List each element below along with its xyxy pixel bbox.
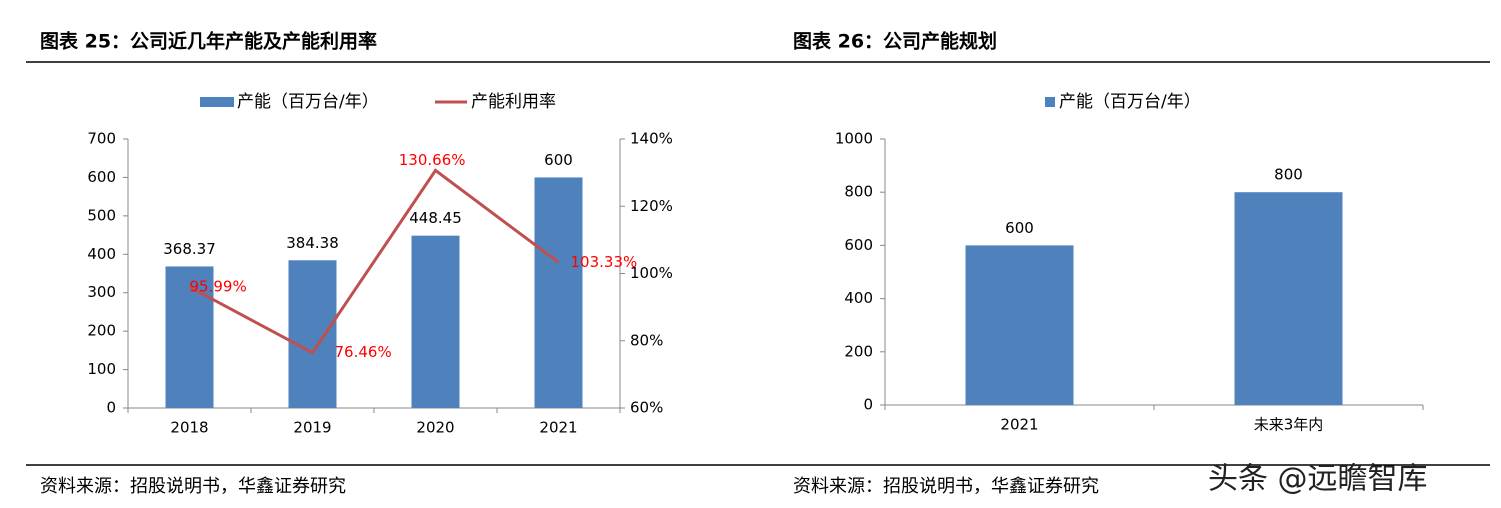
y-tick-label: 400 xyxy=(87,245,116,263)
value-label: 600 xyxy=(544,151,573,169)
y-tick-label: 200 xyxy=(844,342,873,360)
source: 资料来源：招股说明书，华鑫证券研究 xyxy=(40,476,346,497)
value-label: 448.45 xyxy=(409,209,462,227)
x-tick-label: 未来3年内 xyxy=(1254,416,1324,434)
x-tick-label: 2021 xyxy=(1000,416,1038,434)
y-tick-label: 600 xyxy=(87,168,116,186)
legend-label: 产能利用率 xyxy=(471,92,556,112)
bar xyxy=(1234,192,1343,405)
value-label: 95.99% xyxy=(190,277,247,295)
value-label: 76.46% xyxy=(335,343,392,361)
bar xyxy=(411,235,460,408)
value-label: 130.66% xyxy=(399,151,466,169)
legend-label: 产能（百万台/年） xyxy=(237,92,379,112)
y2-tick-label: 140% xyxy=(630,130,673,148)
y-tick-label: 500 xyxy=(87,206,116,224)
y2-tick-label: 80% xyxy=(630,331,663,349)
value-label: 368.37 xyxy=(163,240,216,258)
legend-label: 产能（百万台/年） xyxy=(1059,92,1201,112)
bar xyxy=(534,177,583,408)
value-label: 800 xyxy=(1274,166,1303,184)
chart-title: 图表 25：公司近几年产能及产能利用率 xyxy=(40,30,377,53)
y-tick-label: 600 xyxy=(844,236,873,254)
bar xyxy=(288,260,337,408)
legend-swatch xyxy=(200,97,234,107)
line xyxy=(188,168,560,355)
y-tick-label: 700 xyxy=(87,130,116,148)
source: 资料来源：招股说明书，华鑫证券研究 xyxy=(793,476,1099,497)
y-tick-label: 800 xyxy=(844,183,873,201)
x-tick-label: 2020 xyxy=(416,419,454,437)
y-tick-label: 300 xyxy=(87,283,116,301)
y-tick-label: 0 xyxy=(863,396,873,414)
value-label: 103.33% xyxy=(571,253,638,271)
value-label: 384.38 xyxy=(286,234,339,252)
x-tick-label: 2018 xyxy=(170,419,208,437)
x-tick-label: 2019 xyxy=(293,419,331,437)
y2-tick-label: 120% xyxy=(630,197,673,215)
chart-title: 图表 26：公司产能规划 xyxy=(793,30,997,53)
y-tick-label: 100 xyxy=(87,360,116,378)
y2-tick-label: 60% xyxy=(630,399,663,417)
x-tick-label: 2021 xyxy=(539,419,577,437)
y-tick-label: 1000 xyxy=(835,130,873,148)
value-label: 600 xyxy=(1005,219,1034,237)
y-tick-label: 0 xyxy=(106,399,116,417)
bar xyxy=(165,266,214,408)
legend-swatch xyxy=(1045,97,1055,107)
y-tick-label: 200 xyxy=(87,322,116,340)
watermark: 头条 @远瞻智库 xyxy=(1208,462,1428,497)
bar xyxy=(965,245,1074,405)
y2-tick-label: 100% xyxy=(630,264,673,282)
y-tick-label: 400 xyxy=(844,289,873,307)
